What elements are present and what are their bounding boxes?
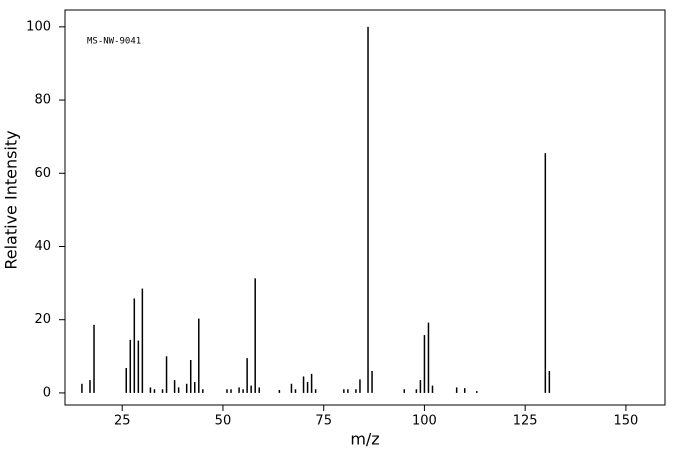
y-tick-label: 100 [26, 19, 51, 34]
x-tick-label: 125 [513, 414, 538, 429]
y-tick-label: 60 [34, 166, 51, 181]
plot-frame [64, 9, 666, 406]
y-tick-label: 40 [34, 239, 51, 254]
x-tick-label: 75 [315, 414, 332, 429]
x-tick-label: 150 [613, 414, 638, 429]
x-axis-label: m/z [350, 430, 379, 449]
x-tick-label: 50 [215, 414, 232, 429]
x-tick-label: 100 [412, 414, 437, 429]
annotation: MS-NW-9041 [87, 37, 141, 47]
x-tick-label: 25 [114, 414, 131, 429]
y-tick-label: 20 [34, 312, 51, 327]
y-axis-label: Relative Intensity [2, 130, 21, 269]
y-tick-label: 0 [43, 385, 51, 400]
y-tick-label: 80 [34, 93, 51, 108]
